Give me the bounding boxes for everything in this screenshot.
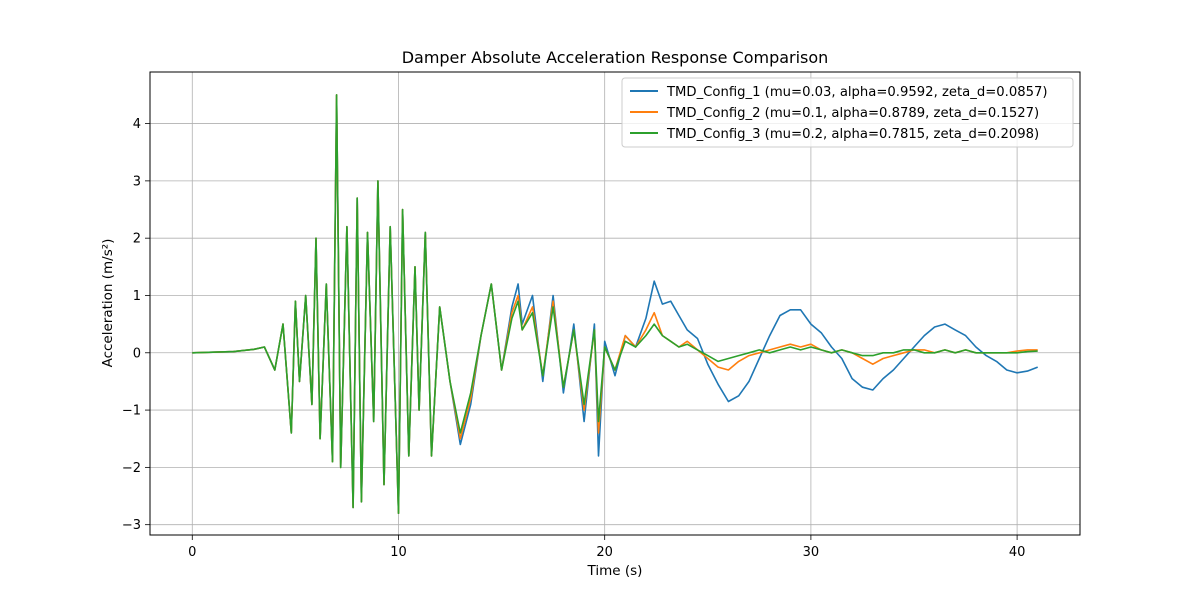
x-axis-label: Time (s) [587,563,643,579]
x-tick-label: 10 [390,545,407,560]
series-layer [192,94,1038,515]
y-axis-label: Acceleration (m/s²) [100,239,116,368]
series-line-config-3 [192,94,1038,515]
legend-label-config-2: TMD_Config_2 (mu=0.1, alpha=0.8789, zeta… [666,106,1039,121]
legend-label-config-1: TMD_Config_1 (mu=0.03, alpha=0.9592, zet… [666,85,1048,100]
y-axis: −3 −2 −1 0 1 2 3 4 [122,117,150,533]
legend-box [621,77,1074,148]
plot-area [192,94,1038,515]
y-tick-label: −2 [122,461,141,476]
x-tick-label: 40 [1009,545,1026,560]
plot-frame [149,71,1081,536]
y-tick-label: 3 [133,174,141,189]
x-tick-label: 20 [596,545,613,560]
y-tick-label: 2 [133,232,141,247]
legend: TMD_Config_1 (mu=0.03, alpha=0.9592, zet… [621,77,1074,148]
chart-title: Damper Absolute Acceleration Response Co… [402,48,829,67]
y-tick-label: −3 [122,518,141,533]
x-tick-label: 30 [803,545,820,560]
y-tick-label: 1 [133,289,141,304]
grid-lines [150,72,1080,535]
x-axis: 0 10 20 30 40 [188,535,1025,560]
legend-label-config-3: TMD_Config_3 (mu=0.2, alpha=0.7815, zeta… [666,127,1039,142]
y-tick-label: −1 [122,404,141,419]
y-tick-label: 0 [133,346,141,361]
x-tick-label: 0 [188,545,196,560]
y-tick-label: 4 [133,117,141,132]
